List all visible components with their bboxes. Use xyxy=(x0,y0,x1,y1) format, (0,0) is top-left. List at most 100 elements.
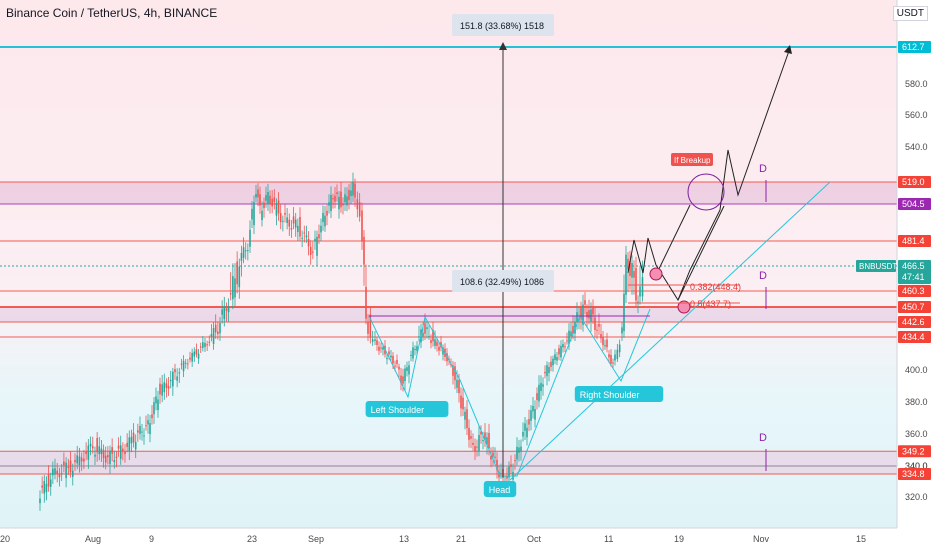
breakout-tag-bg xyxy=(671,153,713,166)
candle-body xyxy=(418,336,420,338)
candle-body xyxy=(556,357,558,361)
candle-body xyxy=(247,250,249,252)
candle-body xyxy=(356,199,359,210)
candle-body xyxy=(424,323,426,334)
candle-body xyxy=(232,276,234,300)
candle-body xyxy=(438,346,440,351)
candle-body xyxy=(580,307,582,319)
candle-body xyxy=(47,474,50,487)
level-label-bg xyxy=(898,301,931,313)
candle-body xyxy=(139,426,141,434)
candle-body xyxy=(396,359,398,364)
candle-body xyxy=(204,342,206,348)
candle-body xyxy=(344,194,346,203)
candle-body xyxy=(180,363,183,365)
x-tick-label: 23 xyxy=(247,534,257,544)
time-axis[interactable] xyxy=(0,528,897,550)
candle-body xyxy=(288,219,291,227)
candle-body xyxy=(637,301,639,303)
last-price-label: 466.5 xyxy=(902,261,925,271)
retest-circle-1 xyxy=(649,267,663,281)
candle-body xyxy=(618,344,621,353)
candle-body xyxy=(275,203,278,216)
candle-body xyxy=(137,430,139,433)
candle-body xyxy=(322,212,324,223)
candle-body xyxy=(400,375,402,384)
candle-body xyxy=(394,365,396,367)
candle-body xyxy=(314,238,316,242)
candle-body xyxy=(342,204,344,206)
candle-body xyxy=(572,325,574,335)
candle-body xyxy=(414,348,416,350)
candle-body xyxy=(167,385,170,389)
candle-body xyxy=(627,258,629,270)
x-tick-label: Oct xyxy=(527,534,542,544)
candle-body xyxy=(330,194,332,212)
candle-body xyxy=(236,261,238,285)
candle-body xyxy=(338,196,340,210)
candle-body xyxy=(416,346,418,351)
left-shoulder-label: Left Shoulder xyxy=(371,405,425,415)
candle-body xyxy=(346,196,348,206)
y-tick-label: 320.0 xyxy=(905,492,928,502)
candle-body xyxy=(161,384,163,396)
candle-body xyxy=(238,266,241,288)
candle-body xyxy=(273,197,276,202)
candle-body xyxy=(294,219,297,228)
candle-body xyxy=(85,451,87,455)
candle-body xyxy=(299,216,301,237)
candle-body xyxy=(458,380,460,394)
candle-body xyxy=(145,425,147,427)
candle-body xyxy=(115,456,118,458)
candle-body xyxy=(454,366,456,381)
candle-body xyxy=(60,473,63,475)
candle-body xyxy=(428,335,430,337)
trendline xyxy=(509,181,831,481)
level-label: 334.8 xyxy=(902,469,925,479)
left-shoulder-label-bg xyxy=(365,401,449,417)
candle-body xyxy=(530,410,532,421)
candle-body xyxy=(111,447,113,454)
candle-body xyxy=(39,498,41,504)
candle-body xyxy=(328,202,330,206)
candle-body xyxy=(159,383,161,395)
candle-body xyxy=(307,238,310,247)
candle-body xyxy=(552,358,554,366)
candle-body xyxy=(544,371,546,374)
candle-body xyxy=(500,473,502,475)
candle-body xyxy=(468,427,470,440)
candle-body xyxy=(616,349,619,360)
x-tick-label: 13 xyxy=(399,534,409,544)
symbol-tag-bg xyxy=(856,260,896,272)
x-tick-label: 20 xyxy=(0,534,10,544)
x-tick-label: Nov xyxy=(753,534,770,544)
currency-label[interactable]: USDT xyxy=(892,6,928,21)
x-tick-label: Sep xyxy=(308,534,324,544)
candle-body xyxy=(69,460,72,473)
projection-arrowhead xyxy=(784,45,792,54)
x-tick-label: 21 xyxy=(456,534,466,544)
y-tick-label: 340.0 xyxy=(905,461,928,471)
candle-body xyxy=(582,304,584,325)
candle-body xyxy=(506,476,508,479)
candle-body xyxy=(56,470,59,475)
y-tick-label: 560.0 xyxy=(905,110,928,120)
candle-body xyxy=(172,371,174,387)
candle-body xyxy=(540,382,542,392)
candle-body xyxy=(478,435,480,452)
d-marker: D xyxy=(759,163,767,175)
candle-body xyxy=(157,399,159,411)
candle-body xyxy=(371,339,374,342)
candle-body xyxy=(641,277,644,297)
candle-body xyxy=(76,455,79,464)
candle-body xyxy=(240,253,243,261)
candle-body xyxy=(486,437,488,445)
candle-body xyxy=(195,349,198,355)
candle-body xyxy=(440,342,442,348)
candle-body xyxy=(96,438,98,453)
candle-body xyxy=(58,473,61,478)
candle-body xyxy=(259,194,261,206)
projection-path-c xyxy=(677,205,725,301)
right-shoulder-label-bg xyxy=(574,386,664,402)
